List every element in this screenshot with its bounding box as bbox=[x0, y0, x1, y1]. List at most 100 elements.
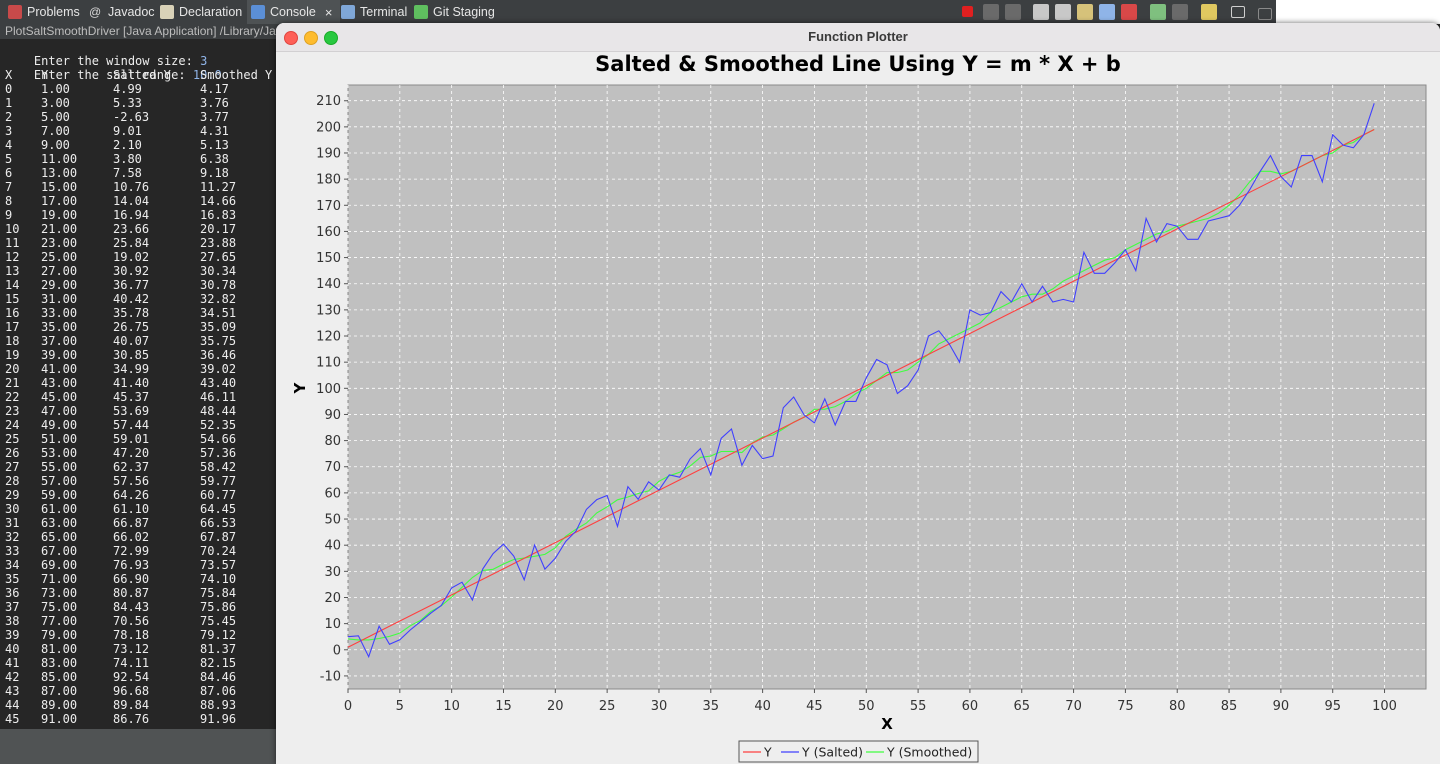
y-tick-label: 20 bbox=[324, 591, 341, 606]
display-console-icon[interactable] bbox=[1150, 4, 1166, 20]
console-cell: 30 bbox=[5, 502, 20, 516]
console-cell: 61.00 bbox=[41, 502, 78, 516]
tab-declaration[interactable]: Declaration bbox=[160, 0, 242, 24]
minimize-icon[interactable] bbox=[1231, 6, 1245, 18]
console-cell: 53.00 bbox=[41, 446, 78, 460]
minimize-button[interactable] bbox=[304, 31, 318, 45]
console-cell: 70.24 bbox=[200, 544, 237, 558]
console-cell: 32 bbox=[5, 530, 20, 544]
remove-all-icon[interactable] bbox=[1005, 4, 1021, 20]
console-cell: 3.00 bbox=[41, 96, 70, 110]
terminate-icon[interactable] bbox=[962, 6, 973, 17]
clear-console-icon[interactable] bbox=[1033, 4, 1049, 20]
console-cell: 57.56 bbox=[113, 474, 150, 488]
console-cell: 27.00 bbox=[41, 264, 78, 278]
show-on-output-icon[interactable] bbox=[1121, 4, 1137, 20]
console-cell: 3.76 bbox=[200, 96, 229, 110]
console-cell: 37 bbox=[5, 600, 20, 614]
x-tick-label: 60 bbox=[962, 699, 979, 714]
y-axis-label: Y bbox=[291, 381, 309, 394]
console-cell: 88.93 bbox=[200, 698, 237, 712]
console-cell: 39.02 bbox=[200, 362, 237, 376]
console-cell: 16.94 bbox=[113, 208, 150, 222]
zoom-button[interactable] bbox=[324, 31, 338, 45]
console-cell: 14 bbox=[5, 278, 20, 292]
console-cell: 65.00 bbox=[41, 530, 78, 544]
close-button[interactable] bbox=[284, 31, 298, 45]
x-axis-label: X bbox=[881, 715, 893, 733]
console-cell: 25.00 bbox=[41, 250, 78, 264]
console-row: 39 79.00 78.18 79.12 bbox=[5, 628, 275, 642]
console-cell: 15 bbox=[5, 292, 20, 306]
console-cell: 57.36 bbox=[200, 446, 237, 460]
console-cell: 81.37 bbox=[200, 642, 237, 656]
console-row: 9 19.00 16.94 16.83 bbox=[5, 208, 275, 222]
x-tick-label: 30 bbox=[651, 699, 668, 714]
tab-javadoc[interactable]: @ Javadoc bbox=[89, 0, 155, 24]
console-cell: 87.06 bbox=[200, 684, 237, 698]
scroll-lock-icon[interactable] bbox=[1055, 4, 1071, 20]
console-cell: 66.02 bbox=[113, 530, 150, 544]
console-row: 17 35.00 26.75 35.09 bbox=[5, 320, 275, 334]
console-cell: 23.88 bbox=[200, 236, 237, 250]
console-row: 34 69.00 76.93 73.57 bbox=[5, 558, 275, 572]
console-row: 36 73.00 80.87 75.84 bbox=[5, 586, 275, 600]
console-cell: 71.00 bbox=[41, 572, 78, 586]
console-cell: 25.84 bbox=[113, 236, 150, 250]
column-header: Y bbox=[41, 68, 49, 82]
x-tick-label: 0 bbox=[344, 699, 352, 714]
plot-area bbox=[347, 84, 1427, 690]
console-cell: 64.45 bbox=[200, 502, 237, 516]
console-cell: 57.44 bbox=[113, 418, 150, 432]
console-cell: 32.82 bbox=[200, 292, 237, 306]
tab-console[interactable]: Console × bbox=[247, 0, 341, 24]
y-tick-label: 130 bbox=[316, 303, 341, 318]
console-cell: 86.76 bbox=[113, 712, 150, 726]
x-tick-label: 70 bbox=[1065, 699, 1082, 714]
legend-label: Y bbox=[763, 745, 772, 760]
declaration-icon bbox=[160, 5, 174, 19]
remove-launch-icon[interactable] bbox=[983, 4, 999, 20]
console-output[interactable]: Enter the window size: 3 Enter the salt … bbox=[0, 39, 276, 729]
console-row: 25 51.00 59.01 54.66 bbox=[5, 432, 275, 446]
console-cell: 26.75 bbox=[113, 320, 150, 334]
line-chart: Salted & Smoothed Line Using Y = m * X +… bbox=[291, 52, 1427, 763]
window-titlebar[interactable]: Function Plotter bbox=[276, 23, 1440, 52]
console-cell: 40 bbox=[5, 642, 20, 656]
new-console-icon[interactable] bbox=[1172, 4, 1188, 20]
console-cell: 13 bbox=[5, 264, 20, 278]
console-cell: 49.00 bbox=[41, 418, 78, 432]
console-cell: 23.66 bbox=[113, 222, 150, 236]
console-cell: 30.85 bbox=[113, 348, 150, 362]
console-cell: 73.00 bbox=[41, 586, 78, 600]
console-cell: 73.12 bbox=[113, 642, 150, 656]
y-tick-label: 40 bbox=[324, 539, 341, 554]
tab-problems[interactable]: Problems bbox=[8, 0, 80, 24]
maximize-icon[interactable] bbox=[1258, 8, 1272, 20]
console-cell: 82.15 bbox=[200, 656, 237, 670]
pin-console-icon[interactable] bbox=[1099, 4, 1115, 20]
console-cell: 19 bbox=[5, 348, 20, 362]
console-cell: 9 bbox=[5, 208, 13, 222]
console-cell: 30.92 bbox=[113, 264, 150, 278]
x-tick-label: 10 bbox=[443, 699, 460, 714]
console-cell: 62.37 bbox=[113, 460, 150, 474]
console-cell: 10 bbox=[5, 222, 20, 236]
console-cell: 0 bbox=[5, 82, 13, 96]
console-cell: 64.26 bbox=[113, 488, 150, 502]
tab-terminal[interactable]: Terminal bbox=[341, 0, 407, 24]
tab-git-staging[interactable]: Git Staging bbox=[414, 0, 495, 24]
console-cell: 92.54 bbox=[113, 670, 150, 684]
close-icon[interactable]: × bbox=[324, 4, 333, 20]
function-plotter-window: Function Plotter Salted & Smoothed Line … bbox=[276, 23, 1440, 764]
console-cell: 39 bbox=[5, 628, 20, 642]
console-row: 28 57.00 57.56 59.77 bbox=[5, 474, 275, 488]
word-wrap-icon[interactable] bbox=[1077, 4, 1093, 20]
console-cell: 70.56 bbox=[113, 614, 150, 628]
console-cell: 59.00 bbox=[41, 488, 78, 502]
open-console-icon[interactable] bbox=[1201, 4, 1217, 20]
console-cell: 83.00 bbox=[41, 656, 78, 670]
console-cell: 20.17 bbox=[200, 222, 237, 236]
console-cell: 7.00 bbox=[41, 124, 70, 138]
console-cell: 21 bbox=[5, 376, 20, 390]
